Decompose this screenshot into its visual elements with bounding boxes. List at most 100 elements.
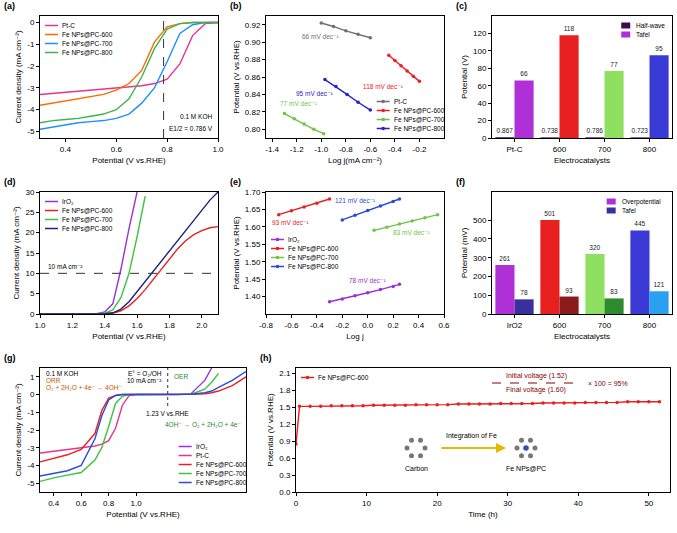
svg-text:1.65: 1.65 xyxy=(245,205,261,214)
svg-text:Integration of Fe: Integration of Fe xyxy=(446,432,497,440)
svg-text:Current density (mA cm⁻²): Current density (mA cm⁻²) xyxy=(14,30,23,123)
svg-text:-3: -3 xyxy=(27,84,35,93)
svg-text:-5: -5 xyxy=(27,127,35,136)
svg-text:O₂ + 2H₂O + 4e⁻ → 4OH⁻: O₂ + 2H₂O + 4e⁻ → 4OH⁻ xyxy=(46,384,122,391)
svg-text:-1: -1 xyxy=(27,408,35,417)
svg-text:Fe NPs@PC-600: Fe NPs@PC-600 xyxy=(288,245,339,252)
svg-text:100: 100 xyxy=(473,291,487,300)
svg-text:Fe NPs@PC-800: Fe NPs@PC-800 xyxy=(62,225,113,232)
svg-text:(c): (c) xyxy=(456,1,467,11)
svg-text:0: 0 xyxy=(30,18,35,27)
svg-text:-0.4: -0.4 xyxy=(388,145,402,154)
svg-text:445: 445 xyxy=(634,220,645,227)
svg-text:Potential (mV): Potential (mV) xyxy=(460,227,469,278)
svg-text:0.738: 0.738 xyxy=(542,127,559,134)
svg-text:(d): (d) xyxy=(4,177,16,187)
svg-text:(a): (a) xyxy=(4,1,15,11)
svg-text:× 100 = 95%: × 100 = 95% xyxy=(588,380,628,387)
svg-text:Half-wave: Half-wave xyxy=(636,22,665,29)
svg-text:-2: -2 xyxy=(27,62,35,71)
svg-text:Fe NPs@PC-700: Fe NPs@PC-700 xyxy=(288,254,339,261)
svg-text:0.6: 0.6 xyxy=(438,321,450,330)
svg-text:20: 20 xyxy=(25,228,34,237)
svg-text:-1.2: -1.2 xyxy=(290,145,304,154)
svg-text:-4: -4 xyxy=(27,105,35,114)
svg-text:1.50: 1.50 xyxy=(245,258,261,267)
svg-text:Potential (V vs.RHE): Potential (V vs.RHE) xyxy=(92,332,166,341)
svg-text:-1: -1 xyxy=(27,40,35,49)
svg-text:120: 120 xyxy=(473,29,487,38)
svg-text:-2: -2 xyxy=(27,426,35,435)
svg-text:0.1 M KOH: 0.1 M KOH xyxy=(180,113,212,120)
svg-text:0.86: 0.86 xyxy=(245,73,261,82)
svg-text:1.55: 1.55 xyxy=(245,240,261,249)
svg-text:1.60: 1.60 xyxy=(245,223,261,232)
svg-text:300: 300 xyxy=(473,253,487,262)
svg-text:700: 700 xyxy=(598,321,612,330)
svg-text:1.70: 1.70 xyxy=(245,188,261,197)
svg-text:Fe NPs@PC-700: Fe NPs@PC-700 xyxy=(62,40,113,47)
svg-text:800: 800 xyxy=(643,145,657,154)
svg-text:77: 77 xyxy=(610,61,618,68)
svg-text:Pt-C: Pt-C xyxy=(394,98,407,105)
svg-text:Tafel: Tafel xyxy=(622,207,636,214)
svg-text:Fe NPs@PC-800: Fe NPs@PC-800 xyxy=(288,263,339,270)
svg-text:1.2: 1.2 xyxy=(67,321,79,330)
svg-text:0.9: 0.9 xyxy=(279,437,291,446)
svg-text:Potential (V vs.RHE): Potential (V vs.RHE) xyxy=(232,40,241,114)
svg-text:Fe NPs@PC-800: Fe NPs@PC-800 xyxy=(196,479,247,486)
svg-text:OER: OER xyxy=(174,373,188,380)
svg-text:66: 66 xyxy=(520,70,528,77)
svg-text:700: 700 xyxy=(598,145,612,154)
svg-text:Carbon: Carbon xyxy=(405,465,428,472)
svg-text:-0.4: -0.4 xyxy=(310,321,324,330)
svg-text:ORR: ORR xyxy=(46,377,61,384)
svg-text:-0.6: -0.6 xyxy=(363,145,377,154)
svg-text:-4: -4 xyxy=(27,461,35,470)
svg-text:10 mA cm⁻²: 10 mA cm⁻² xyxy=(48,263,83,270)
svg-text:400: 400 xyxy=(473,235,487,244)
svg-text:0.0: 0.0 xyxy=(279,488,291,497)
svg-text:IrO₂: IrO₂ xyxy=(62,198,74,205)
svg-text:Potential (V vs.RHE): Potential (V vs.RHE) xyxy=(266,393,275,467)
svg-text:Pt-C: Pt-C xyxy=(507,145,523,154)
svg-text:83 mV dec⁻¹: 83 mV dec⁻¹ xyxy=(393,229,431,236)
svg-text:0.786: 0.786 xyxy=(587,127,604,134)
svg-text:15: 15 xyxy=(25,249,34,258)
svg-text:0.6: 0.6 xyxy=(76,499,88,508)
svg-text:1.40: 1.40 xyxy=(245,292,261,301)
svg-text:(g): (g) xyxy=(4,353,16,363)
svg-text:0.8: 0.8 xyxy=(103,499,115,508)
svg-text:4OH⁻ → O₂ + 2H₂O + 4e⁻: 4OH⁻ → O₂ + 2H₂O + 4e⁻ xyxy=(165,421,241,428)
svg-text:Fe NPs@PC-700: Fe NPs@PC-700 xyxy=(62,216,113,223)
svg-text:10: 10 xyxy=(25,269,34,278)
svg-text:Initial voltage (1.52): Initial voltage (1.52) xyxy=(506,372,567,380)
svg-text:(f): (f) xyxy=(456,177,465,187)
svg-text:2.0: 2.0 xyxy=(196,321,208,330)
svg-text:Electrocatalysts: Electrocatalysts xyxy=(554,332,610,341)
svg-text:83: 83 xyxy=(610,288,618,295)
svg-text:-1.4: -1.4 xyxy=(265,145,279,154)
svg-text:Current density (mA cm⁻²): Current density (mA cm⁻²) xyxy=(14,383,23,476)
svg-text:(e): (e) xyxy=(230,177,241,187)
svg-text:Pt-C: Pt-C xyxy=(62,22,75,29)
svg-text:800: 800 xyxy=(643,321,657,330)
svg-text:1.8: 1.8 xyxy=(279,386,291,395)
svg-text:500: 500 xyxy=(473,216,487,225)
svg-text:Fe NPs@PC-600: Fe NPs@PC-600 xyxy=(62,31,113,38)
svg-text:1.0: 1.0 xyxy=(34,321,46,330)
svg-text:Electrocatalysts: Electrocatalysts xyxy=(554,156,610,165)
svg-text:1.2: 1.2 xyxy=(279,420,291,429)
svg-text:Log j(mA cm⁻²): Log j(mA cm⁻²) xyxy=(328,156,382,165)
svg-text:0.84: 0.84 xyxy=(245,90,261,99)
svg-text:40: 40 xyxy=(477,99,486,108)
svg-text:1.0: 1.0 xyxy=(131,499,143,508)
svg-text:0: 0 xyxy=(294,499,299,508)
svg-text:0.723: 0.723 xyxy=(632,127,649,134)
svg-text:IrO2: IrO2 xyxy=(507,321,523,330)
svg-text:-0.8: -0.8 xyxy=(259,321,273,330)
svg-text:30: 30 xyxy=(25,188,34,197)
svg-text:95 mV dec⁻¹: 95 mV dec⁻¹ xyxy=(296,90,334,97)
svg-text:1.23 V vs.RHE: 1.23 V vs.RHE xyxy=(146,410,189,417)
svg-text:Fe NPs@PC-700: Fe NPs@PC-700 xyxy=(394,116,445,123)
